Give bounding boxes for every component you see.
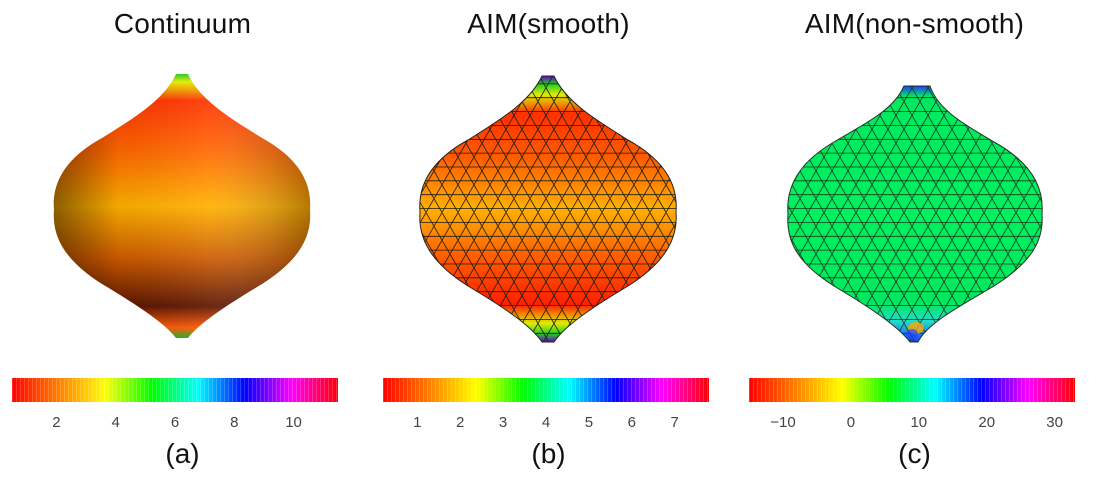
colorbar-tick-label: 2	[52, 414, 61, 431]
panel-aim-smooth: AIM(smooth) 1 2 3 4 5 6 7 (b)	[366, 0, 731, 484]
colorbar	[12, 378, 338, 402]
colorbar-tick-label: 20	[978, 414, 996, 431]
colorbar-tick-label: 6	[627, 414, 636, 431]
mesh-wireframe	[419, 76, 677, 342]
colorbar-tick-label: 4	[111, 414, 120, 431]
panel-caption: (a)	[165, 438, 200, 469]
mesh-wireframe	[787, 86, 1043, 342]
colorbar-tick-label: 5	[584, 414, 594, 431]
panel-aim-non-smooth: AIM(non-smooth) −10 0 10 20 30 (c)	[732, 0, 1097, 484]
colorbar-tick-label: 4	[541, 414, 551, 431]
panel-title: Continuum	[113, 8, 252, 39]
colorbar-tick-label: 7	[670, 414, 679, 431]
colorbar-tick-label: 6	[170, 414, 180, 431]
aim-non-smooth-mesh-surface	[787, 85, 1043, 343]
colorbar-tick-label: 0	[846, 414, 856, 431]
colorbar	[383, 378, 709, 402]
colorbar	[749, 378, 1075, 402]
panel-title: AIM(non-smooth)	[804, 8, 1025, 39]
colorbar-ticks: −10 0 10 20 30	[749, 414, 1075, 434]
colorbar-tick-label: −10	[770, 414, 796, 431]
panel-caption: (b)	[531, 438, 566, 469]
panel-continuum: Continuum 2 4 6 8 10 (a)	[0, 0, 365, 484]
panel-caption: (c)	[898, 438, 931, 469]
colorbar-tick-label: 10	[285, 414, 302, 431]
panel-title: AIM(smooth)	[467, 8, 630, 39]
colorbar-ticks: 2 4 6 8 10	[12, 414, 338, 434]
colorbar-tick-label: 8	[230, 414, 239, 431]
colorbar-ticks: 1 2 3 4 5 6 7	[383, 414, 709, 434]
colorbar-tick-label: 2	[456, 414, 465, 431]
colorbar-tick-label: 1	[413, 414, 422, 431]
aim-smooth-mesh-surface	[419, 75, 677, 343]
colorbar-tick-label: 3	[498, 414, 508, 431]
continuum-surface	[53, 74, 311, 338]
colorbar-tick-label: 10	[910, 414, 928, 431]
colorbar-tick-label: 30	[1046, 414, 1063, 431]
